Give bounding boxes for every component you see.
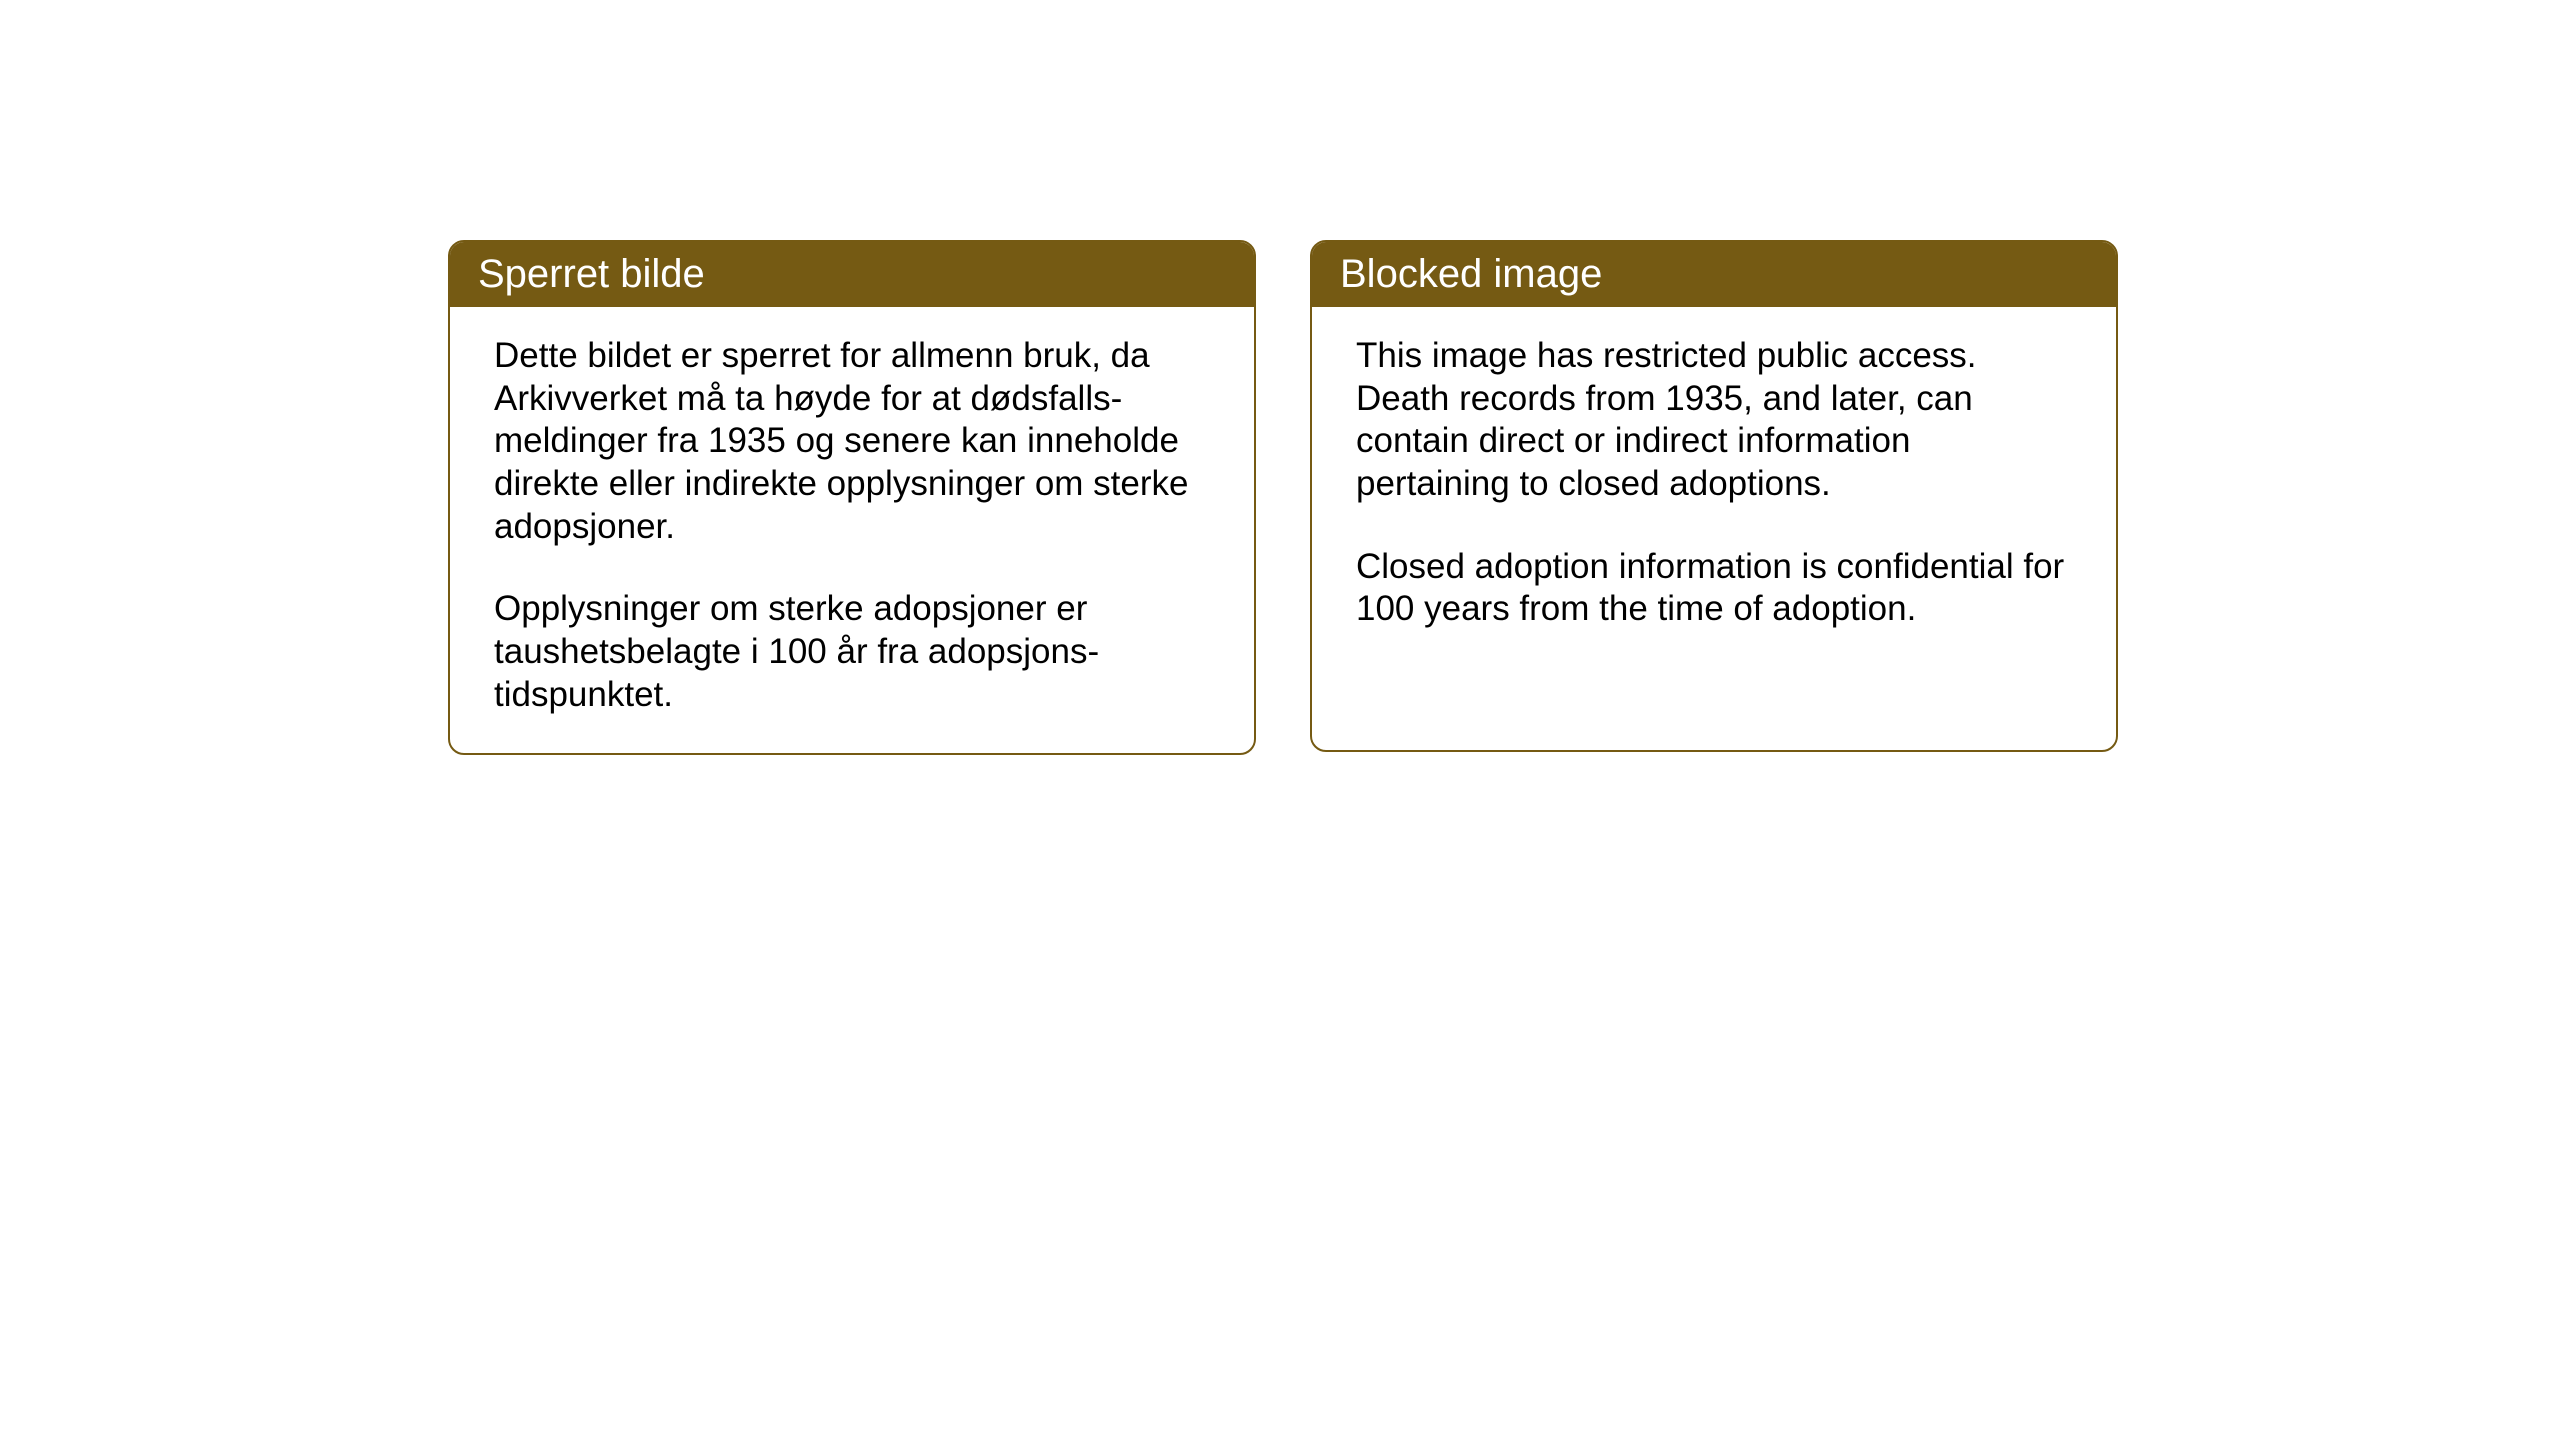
card-header-norwegian: Sperret bilde	[450, 242, 1254, 307]
card-paragraph-1-english: This image has restricted public access.…	[1356, 335, 2072, 506]
card-paragraph-2-norwegian: Opplysninger om sterke adopsjoner er tau…	[494, 588, 1210, 716]
card-paragraph-2-english: Closed adoption information is confident…	[1356, 546, 2072, 631]
card-header-english: Blocked image	[1312, 242, 2116, 307]
card-title-english: Blocked image	[1340, 252, 1602, 296]
card-title-norwegian: Sperret bilde	[478, 252, 705, 296]
notice-cards-container: Sperret bilde Dette bildet er sperret fo…	[448, 240, 2560, 755]
card-body-norwegian: Dette bildet er sperret for allmenn bruk…	[450, 307, 1254, 753]
card-body-english: This image has restricted public access.…	[1312, 307, 2116, 667]
card-paragraph-1-norwegian: Dette bildet er sperret for allmenn bruk…	[494, 335, 1210, 548]
notice-card-english: Blocked image This image has restricted …	[1310, 240, 2118, 752]
notice-card-norwegian: Sperret bilde Dette bildet er sperret fo…	[448, 240, 1256, 755]
